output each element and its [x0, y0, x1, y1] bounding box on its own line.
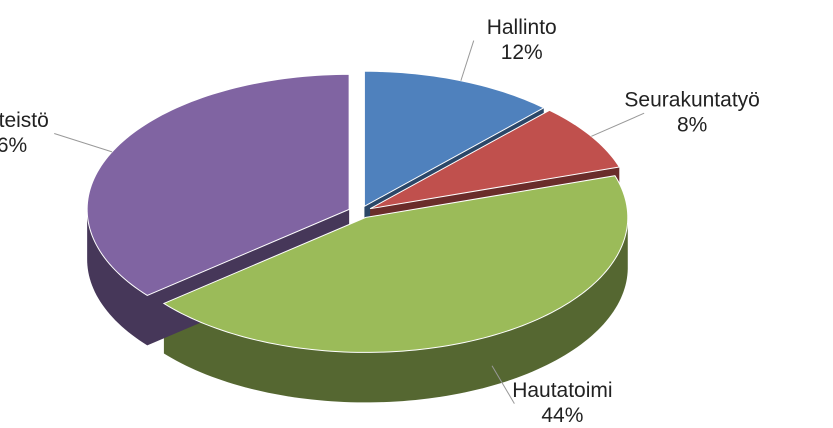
slice — [369, 109, 621, 210]
slice — [86, 73, 350, 296]
leader-line — [591, 112, 645, 137]
slice — [162, 175, 629, 353]
value-label: 12% — [501, 41, 543, 64]
leader-line — [54, 133, 113, 153]
value-label: 8% — [677, 114, 707, 137]
value-label: 44% — [541, 404, 583, 427]
category-label: Kiinteistö — [0, 109, 49, 132]
leader-line — [491, 365, 515, 404]
category-label: Hallinto — [487, 16, 557, 39]
slice-tops — [86, 70, 629, 353]
leader-line — [460, 40, 475, 81]
slice — [363, 70, 545, 208]
category-label: Seurakuntatyö — [624, 89, 759, 112]
category-label: Hautatoimi — [512, 379, 612, 402]
value-label: 36% — [0, 134, 27, 157]
